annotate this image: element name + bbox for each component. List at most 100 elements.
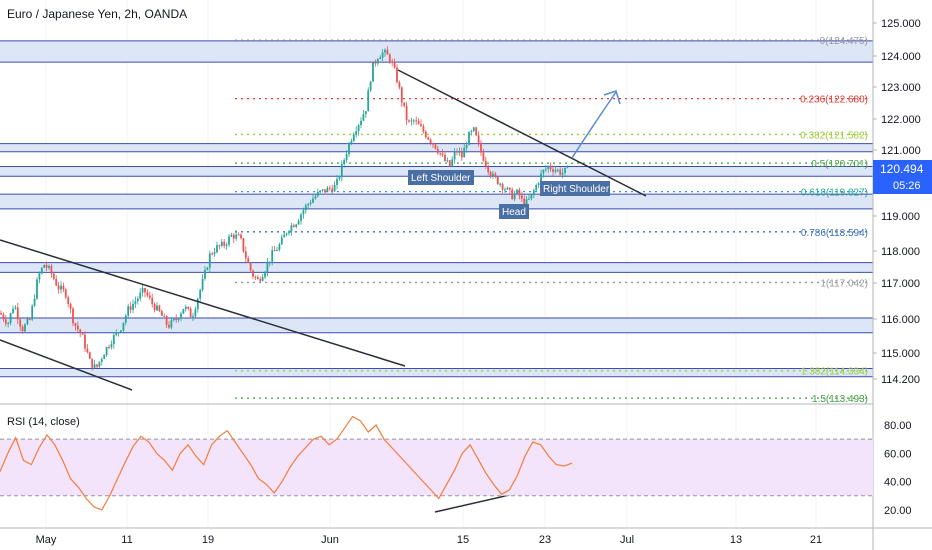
candle [168, 321, 170, 330]
zone-0 [0, 40, 873, 63]
candle [280, 234, 283, 246]
rsi-tick: 20.00 [884, 505, 912, 517]
candle [170, 317, 173, 330]
price-tick: 122.000 [881, 114, 921, 126]
candle [180, 311, 182, 322]
candle [350, 138, 353, 146]
rsi-tick: 60.00 [884, 448, 912, 460]
candle [288, 229, 290, 236]
candle [38, 271, 41, 284]
candle [158, 304, 161, 312]
candle [192, 312, 194, 322]
candle [163, 313, 166, 317]
candle [564, 167, 566, 177]
candle [528, 194, 530, 201]
candle [127, 303, 130, 318]
candle [417, 118, 420, 125]
candle [530, 193, 533, 201]
fib-label-8: 1.5(113.493) [812, 394, 868, 405]
time-tick: 19 [202, 534, 214, 546]
head-label: Head [502, 207, 526, 218]
fib-label-3: 0.5(120.701) [811, 159, 868, 170]
candle [424, 129, 427, 139]
candle [316, 188, 319, 198]
candle [69, 302, 72, 314]
candle [259, 276, 262, 284]
candle [103, 354, 106, 359]
candle [420, 119, 422, 127]
candle [2, 312, 5, 322]
candle [520, 191, 523, 203]
candle [67, 295, 70, 308]
candle [122, 322, 125, 334]
rsi-band [0, 438, 873, 497]
candle [501, 182, 504, 195]
candle [0, 310, 2, 316]
candle [489, 170, 492, 179]
candle [357, 123, 360, 136]
zone-6 [0, 368, 873, 377]
candle [268, 261, 271, 267]
candle [146, 289, 149, 298]
candle [309, 199, 312, 207]
candle [240, 232, 242, 240]
candle [252, 269, 254, 280]
candle [492, 171, 494, 179]
rsi-line [0, 415, 573, 511]
left-shoulder-annotation[interactable]: Left Shoulder [408, 170, 474, 185]
candle [412, 118, 415, 125]
candle [547, 165, 550, 173]
candle [177, 318, 180, 323]
candle [554, 166, 557, 174]
head-annotation[interactable]: Head [499, 204, 529, 219]
price-candles [0, 46, 569, 371]
upper-channel-line [0, 239, 406, 367]
candle [172, 317, 175, 322]
candle [19, 317, 22, 332]
candle [506, 186, 509, 191]
fib-label-5: 0.786(118.594) [801, 228, 868, 239]
fib-label-2: 0.382(121.582) [800, 130, 868, 141]
candle [504, 187, 506, 193]
current-price-label: 120.494 [880, 162, 924, 176]
candle [220, 238, 223, 248]
fib-label-7: 1.382(114.334) [801, 367, 868, 378]
candle [304, 203, 307, 214]
rsi-tick: 40.00 [884, 477, 912, 489]
candle [494, 172, 497, 179]
candle [468, 130, 470, 146]
candle [348, 141, 350, 158]
candle [187, 306, 190, 311]
candle [532, 188, 535, 199]
price-tick: 115.000 [881, 348, 920, 360]
projection-arrow [571, 91, 617, 159]
time-tick: 15 [457, 534, 469, 546]
price-tick: 119.000 [881, 211, 920, 223]
rsi-axis[interactable]: 80.00 60.00 40.00 20.00 [884, 420, 912, 517]
candle [110, 340, 113, 350]
right-shoulder-annotation[interactable]: Right Shoulder [540, 181, 610, 196]
candle [108, 344, 110, 350]
candle [213, 247, 216, 257]
candle [64, 287, 67, 300]
candle [276, 246, 278, 252]
candle [427, 136, 430, 141]
candle [386, 46, 389, 55]
left-shoulder-label: Left Shoulder [411, 173, 471, 184]
candle [314, 194, 317, 200]
candle [487, 164, 490, 176]
candle [57, 281, 60, 294]
price-axis[interactable]: 125.000 124.000 123.000 122.000 121.000 119.0… [873, 18, 921, 386]
candle [182, 308, 185, 314]
candle [196, 297, 199, 313]
time-axis[interactable]: May 11 19 Jun 15 23 Jul 13 21 [36, 534, 823, 546]
candle [451, 156, 454, 168]
candle [364, 111, 367, 118]
candle [72, 306, 74, 327]
right-shoulder-label: Right Shoulder [543, 184, 610, 195]
candle [513, 190, 516, 202]
candle [302, 207, 305, 219]
candle [566, 165, 569, 169]
price-tick: 125.000 [881, 18, 921, 30]
candle [360, 117, 362, 129]
